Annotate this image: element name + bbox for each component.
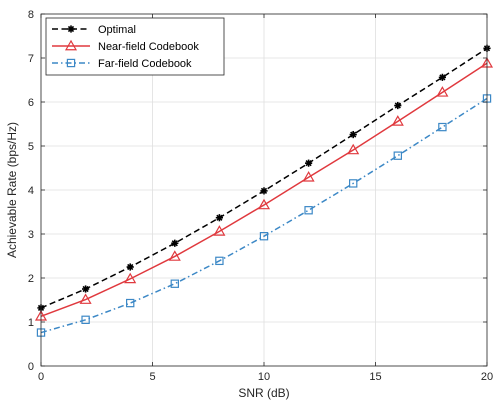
data-point-optimal bbox=[260, 187, 268, 195]
y-tick-label: 3 bbox=[28, 229, 34, 241]
series-line-far-field-codebook bbox=[40, 97, 488, 334]
legend-label-near-field-codebook: Near-field Codebook bbox=[98, 41, 199, 53]
x-tick-label: 15 bbox=[369, 371, 381, 383]
data-point-near-field-codebook bbox=[436, 86, 449, 97]
y-tick-label: 0 bbox=[28, 361, 34, 373]
data-point-optimal bbox=[305, 159, 313, 167]
data-point-far-field-codebook bbox=[170, 279, 179, 288]
y-tick-label: 4 bbox=[28, 185, 34, 197]
y-tick-label: 8 bbox=[28, 9, 34, 21]
y-tick-label: 1 bbox=[28, 317, 34, 329]
data-point-far-field-codebook bbox=[259, 232, 269, 241]
legend-label-optimal: Optimal bbox=[98, 24, 136, 36]
data-point-far-field-codebook bbox=[81, 315, 90, 325]
y-tick-label: 6 bbox=[28, 97, 34, 109]
legend-marker-optimal bbox=[67, 25, 75, 33]
data-point-optimal bbox=[171, 239, 179, 247]
data-point-far-field-codebook bbox=[125, 298, 135, 308]
data-point-far-field-codebook bbox=[393, 151, 403, 160]
data-point-near-field-codebook bbox=[168, 250, 181, 261]
x-axis-label: SNR (dB) bbox=[238, 386, 289, 400]
data-point-optimal bbox=[394, 101, 402, 110]
data-point-near-field-codebook bbox=[347, 143, 360, 155]
data-point-optimal bbox=[82, 285, 90, 293]
data-point-far-field-codebook bbox=[304, 206, 313, 215]
data-point-far-field-codebook bbox=[349, 179, 358, 188]
data-point-near-field-codebook bbox=[302, 171, 315, 182]
data-point-near-field-codebook bbox=[257, 198, 271, 210]
series-line-near-field-codebook bbox=[40, 62, 488, 317]
legend-label-far-field-codebook: Far-field Codebook bbox=[98, 58, 192, 70]
data-point-near-field-codebook bbox=[213, 225, 226, 236]
y-tick-label: 7 bbox=[28, 53, 34, 65]
data-point-optimal bbox=[349, 130, 357, 139]
legend: Optimal Near-field Codebook Far-field Code… bbox=[45, 17, 225, 76]
series-far-field-codebook bbox=[36, 94, 492, 337]
x-tick-label: 10 bbox=[258, 371, 270, 383]
axes: 0 5 10 15 20 0 1 2 3 4 5 6 7 8 bbox=[28, 9, 493, 383]
legend-marker-near-field-codebook bbox=[64, 39, 78, 51]
data-point-far-field-codebook bbox=[215, 256, 224, 266]
data-point-optimal bbox=[438, 73, 446, 81]
x-tick-label: 20 bbox=[481, 371, 493, 383]
data-point-near-field-codebook bbox=[124, 272, 137, 284]
legend-marker-far-field-codebook bbox=[66, 58, 76, 68]
data-point-optimal bbox=[126, 263, 134, 271]
data-point-near-field-codebook bbox=[391, 115, 404, 126]
y-tick-label: 5 bbox=[28, 141, 34, 153]
x-tick-label: 5 bbox=[149, 371, 155, 383]
data-point-far-field-codebook bbox=[438, 122, 447, 132]
data-point-near-field-codebook bbox=[79, 293, 92, 304]
y-tick-label: 2 bbox=[28, 273, 34, 285]
data-point-optimal bbox=[215, 214, 223, 222]
y-axis-label: Achievable Rate (bps/Hz) bbox=[5, 122, 19, 258]
x-tick-label: 0 bbox=[38, 371, 44, 383]
